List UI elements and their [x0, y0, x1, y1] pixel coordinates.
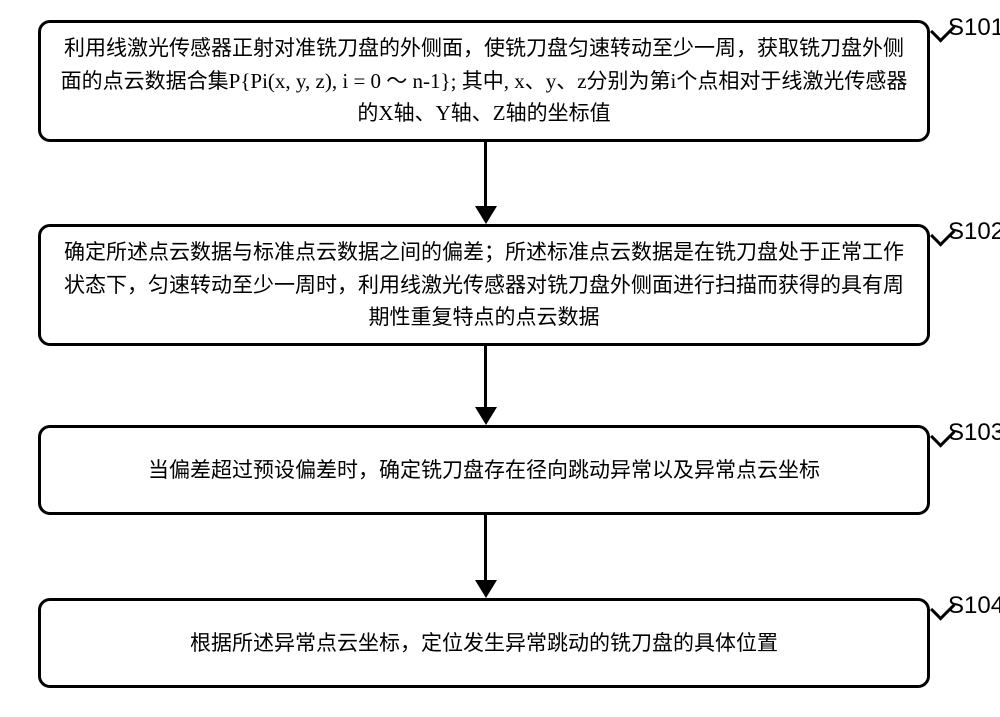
flow-step-text: 根据所述异常点云坐标，定位发生异常跳动的铣刀盘的具体位置: [190, 627, 778, 660]
flow-step-box: 根据所述异常点云坐标，定位发生异常跳动的铣刀盘的具体位置: [38, 598, 930, 688]
flow-step-text: 确定所述点云数据与标准点云数据之间的偏差；所述标准点云数据是在铣刀盘处于正常工作…: [59, 236, 909, 334]
flow-step-id: S104: [948, 592, 1000, 620]
flow-step-id: S103: [948, 419, 1000, 447]
flow-step-box: 利用线激光传感器正射对准铣刀盘的外侧面，使铣刀盘匀速转动至少一周，获取铣刀盘外侧…: [38, 20, 930, 142]
flow-arrow-head-icon: [475, 580, 497, 598]
flow-step-id: S102: [948, 218, 1000, 246]
flow-arrow-head-icon: [475, 407, 497, 425]
flow-step-text: 当偏差超过预设偏差时，确定铣刀盘存在径向跳动异常以及异常点云坐标: [148, 454, 820, 487]
flow-step-id: S101: [948, 14, 1000, 42]
flowchart-canvas: 利用线激光传感器正射对准铣刀盘的外侧面，使铣刀盘匀速转动至少一周，获取铣刀盘外侧…: [0, 0, 1000, 717]
flow-arrow-line: [484, 346, 487, 407]
flow-step-box: 当偏差超过预设偏差时，确定铣刀盘存在径向跳动异常以及异常点云坐标: [38, 425, 930, 515]
flow-step-box: 确定所述点云数据与标准点云数据之间的偏差；所述标准点云数据是在铣刀盘处于正常工作…: [38, 224, 930, 346]
flow-arrow-line: [484, 142, 487, 206]
flow-arrow-line: [484, 515, 487, 580]
flow-arrow-head-icon: [475, 206, 497, 224]
flow-step-text: 利用线激光传感器正射对准铣刀盘的外侧面，使铣刀盘匀速转动至少一周，获取铣刀盘外侧…: [59, 32, 909, 130]
